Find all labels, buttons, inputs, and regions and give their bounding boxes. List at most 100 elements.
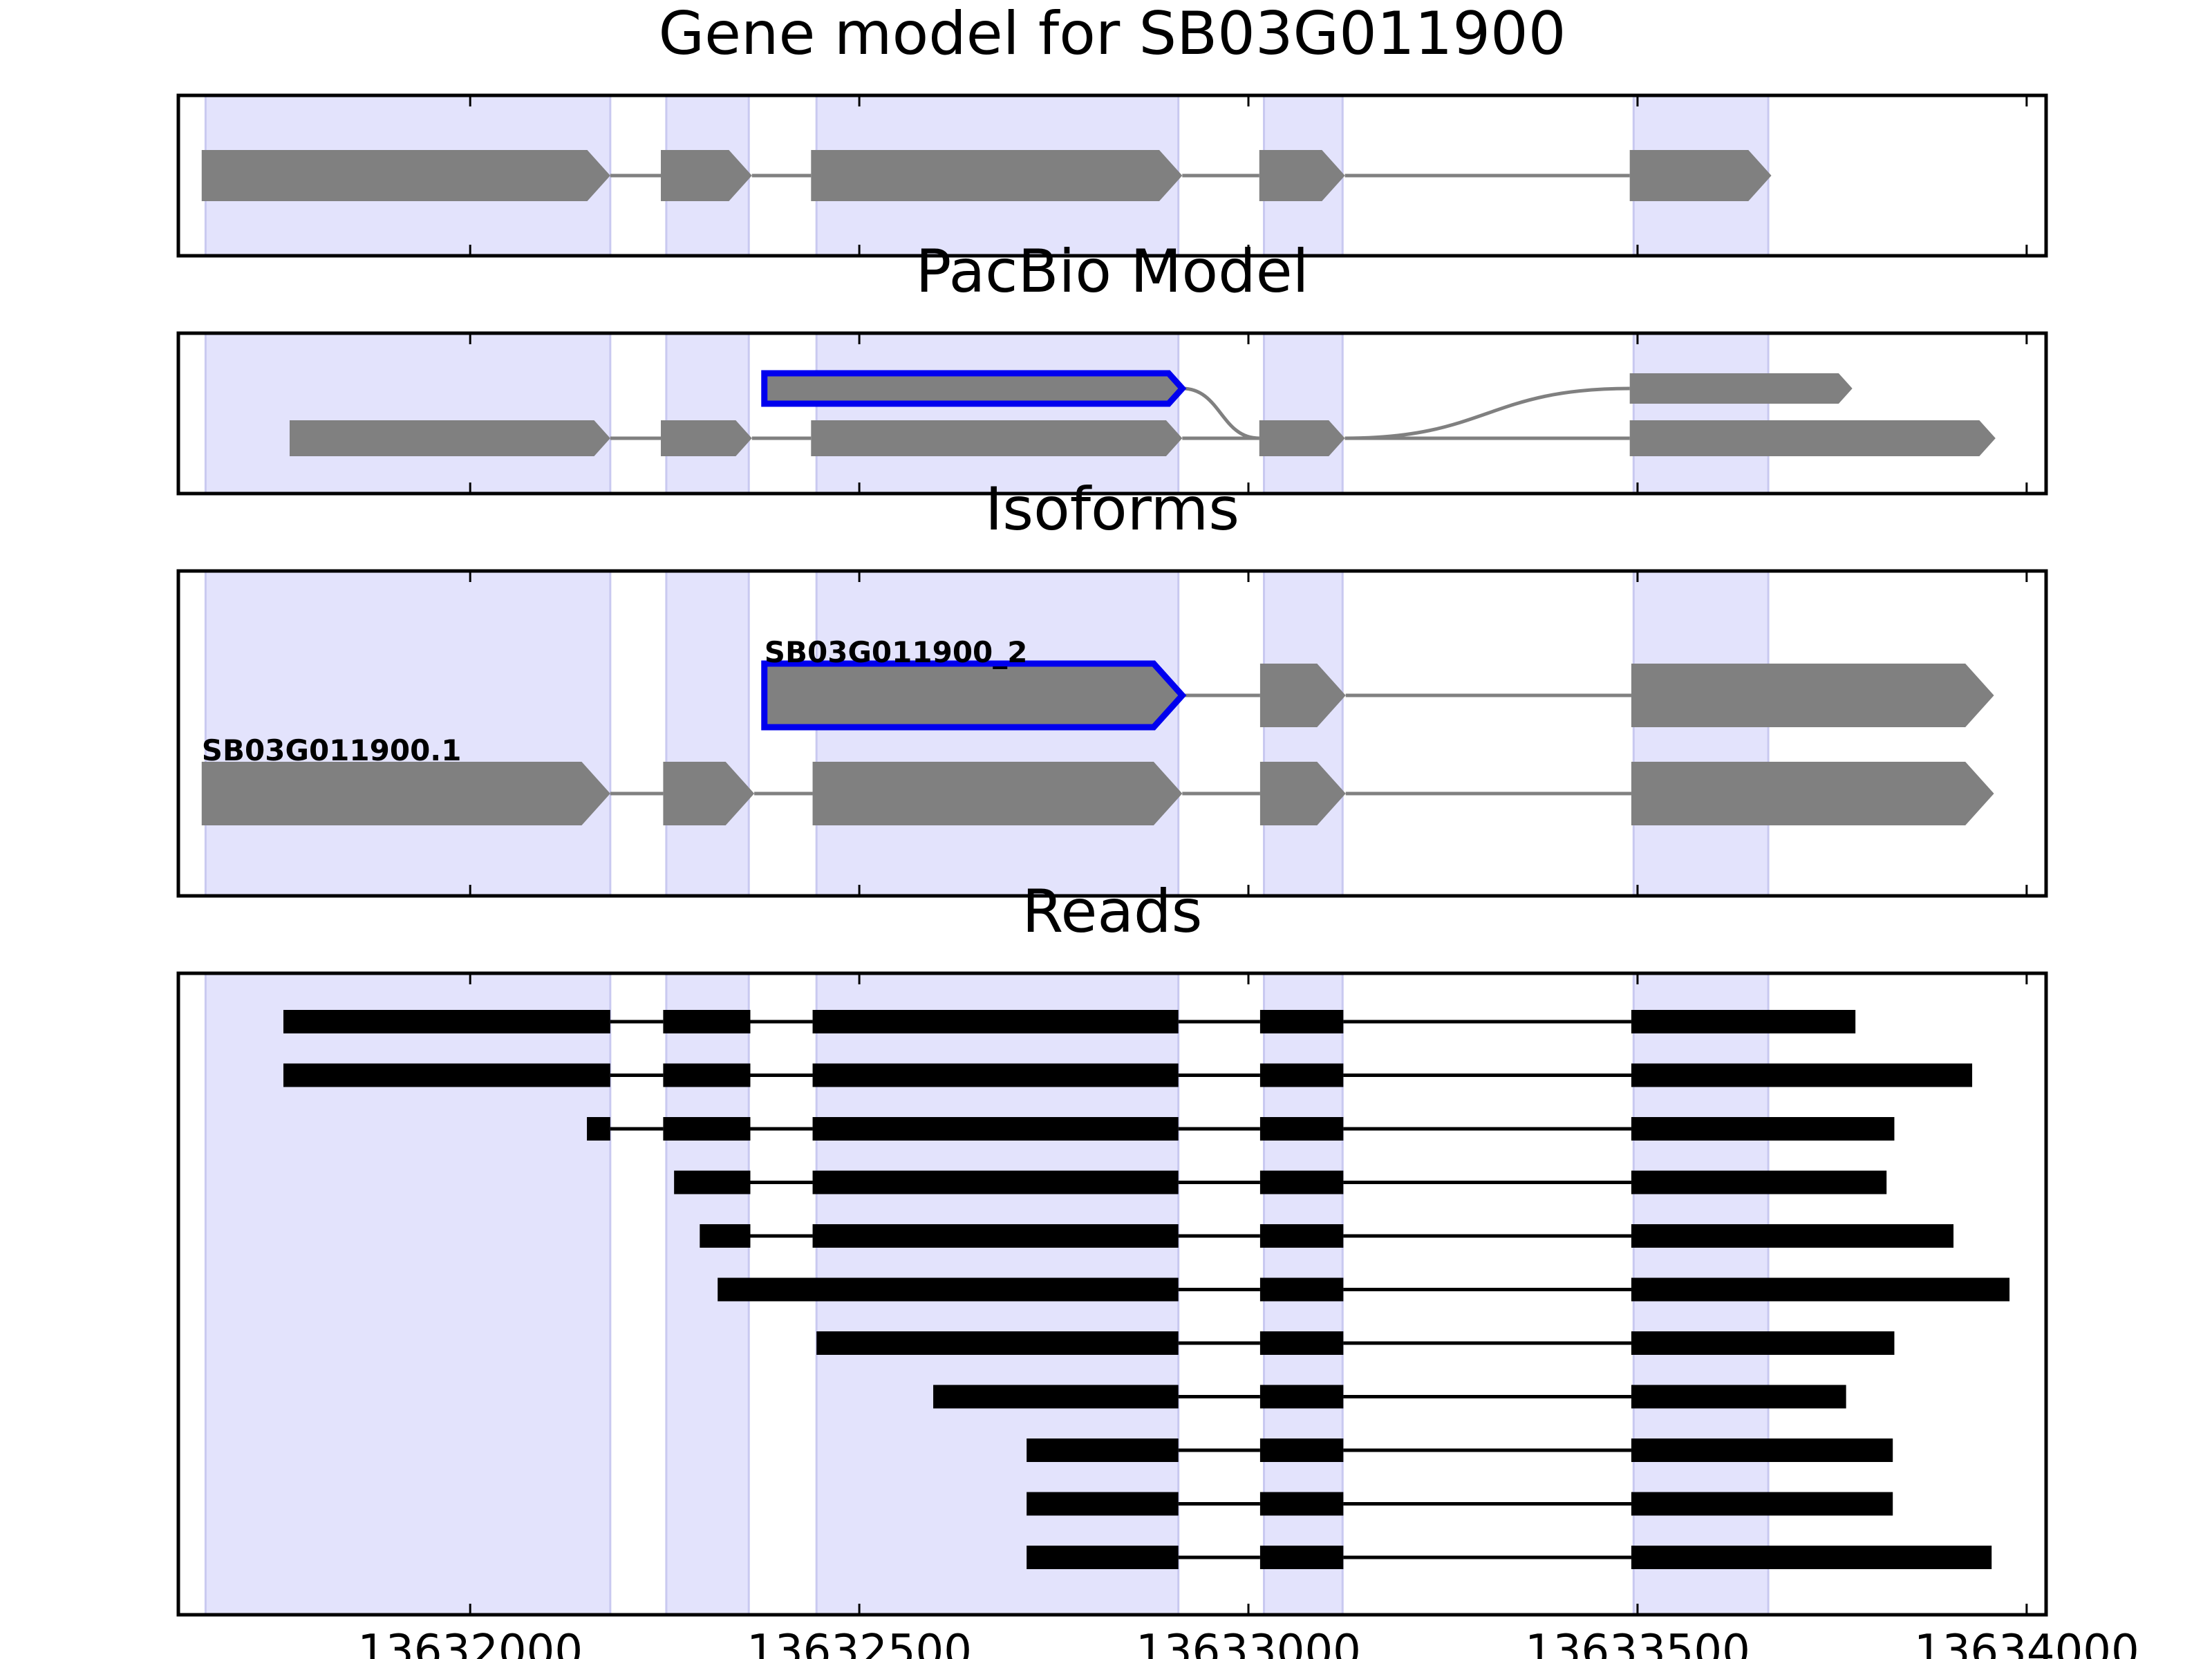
panel-title: PacBio Model	[915, 237, 1309, 306]
shaded-region	[1632, 332, 1770, 495]
panel-title: Gene model for SB03G011900	[659, 0, 1566, 68]
exon	[201, 150, 610, 201]
read-exon	[587, 1117, 610, 1141]
read	[1027, 1492, 1893, 1516]
exon	[289, 420, 610, 456]
exon	[1259, 664, 1346, 727]
read-exon	[1631, 1331, 1895, 1355]
read-exon	[1631, 1438, 1893, 1462]
read-exon	[1259, 1010, 1344, 1033]
exon	[1259, 150, 1345, 201]
read-exon	[1259, 1170, 1344, 1194]
x-tick-label: 13633500	[1525, 1626, 1750, 1659]
read-exon	[812, 1010, 1179, 1033]
exon	[1631, 762, 1994, 825]
panel-4: Reads	[176, 877, 2048, 1617]
read-exon	[663, 1063, 751, 1087]
exon	[1629, 150, 1772, 201]
read-exon	[1631, 1277, 2010, 1302]
isoform-label: SB03G011900_2	[765, 635, 1028, 669]
transcript: SB03G011900.1	[201, 733, 1994, 825]
shaded-region	[815, 332, 1180, 495]
read	[587, 1117, 1895, 1141]
shaded-region	[204, 332, 612, 495]
read-exon	[1631, 1063, 1973, 1087]
read	[700, 1224, 1954, 1248]
axes-frame	[176, 971, 2048, 1617]
exon	[761, 660, 1187, 731]
axes-frame	[176, 569, 2048, 898]
axes-frame	[176, 93, 2048, 258]
shaded-region	[665, 570, 750, 897]
exon	[663, 762, 755, 825]
intron-line	[1182, 386, 1259, 440]
read-exon	[1259, 1385, 1344, 1409]
transcript	[201, 150, 1772, 201]
read	[1027, 1438, 1893, 1462]
read-exon	[1259, 1492, 1344, 1516]
axes-frame	[176, 331, 2048, 496]
read	[718, 1277, 2010, 1302]
read-exon	[663, 1117, 751, 1141]
panel-title: Reads	[1022, 877, 1203, 946]
read-exon	[1259, 1438, 1344, 1462]
exon	[661, 420, 752, 456]
read-exon	[812, 1063, 1179, 1087]
read-exon	[1259, 1063, 1344, 1087]
x-tick-label: 13632500	[747, 1626, 972, 1659]
isoform-label: SB03G011900.1	[202, 733, 462, 767]
transcript	[761, 370, 1853, 440]
read-exon	[1631, 1492, 1893, 1516]
exon	[1629, 373, 1853, 404]
exon	[811, 150, 1183, 201]
read-exon	[1631, 1385, 1846, 1409]
read-exon	[1259, 1117, 1344, 1141]
read-exon	[663, 1010, 751, 1033]
exon	[661, 150, 752, 201]
shaded-region	[665, 332, 750, 495]
read-exon	[1631, 1546, 1992, 1569]
read-exon	[283, 1010, 610, 1033]
shaded-region	[204, 570, 612, 897]
read-exon	[718, 1277, 1179, 1302]
read-exon	[1631, 1170, 1887, 1194]
exon	[811, 420, 1183, 456]
intron-line	[1344, 386, 1630, 440]
read	[283, 1010, 1856, 1033]
x-tick-label: 13633000	[1136, 1626, 1361, 1659]
read-exon	[1259, 1224, 1344, 1248]
read-exon	[812, 1117, 1179, 1141]
exon	[1259, 762, 1346, 825]
exon	[1631, 664, 1994, 727]
read	[816, 1331, 1895, 1355]
read-exon	[816, 1331, 1179, 1355]
read	[933, 1385, 1846, 1409]
exon	[1259, 420, 1345, 456]
exon	[812, 762, 1183, 825]
read-exon	[812, 1224, 1179, 1248]
read-exon	[1027, 1438, 1179, 1462]
transcript: SB03G011900_2	[761, 635, 1994, 731]
exon	[761, 370, 1187, 407]
panel-3: Isoforms SB03G011900_2 SB03G011900.1	[176, 475, 2048, 898]
x-tick-label: 13634000	[1914, 1626, 2139, 1659]
read-exon	[812, 1170, 1179, 1194]
read-exon	[700, 1224, 751, 1248]
read-exon	[283, 1063, 610, 1087]
read-exon	[1259, 1331, 1344, 1355]
transcript	[289, 420, 1996, 456]
read-exon	[1631, 1117, 1895, 1141]
read-exon	[933, 1385, 1179, 1409]
shaded-region	[1263, 332, 1344, 495]
read-exon	[1259, 1546, 1344, 1569]
shaded-region	[1263, 570, 1344, 897]
panel-1: Gene model for SB03G011900	[176, 0, 2048, 258]
read-exon	[674, 1170, 751, 1194]
read	[674, 1170, 1887, 1194]
read-exon	[1631, 1224, 1954, 1248]
panel-title: Isoforms	[985, 475, 1239, 544]
read-exon	[1631, 1010, 1856, 1033]
read-exon	[1259, 1277, 1344, 1302]
read-exon	[1027, 1492, 1179, 1516]
